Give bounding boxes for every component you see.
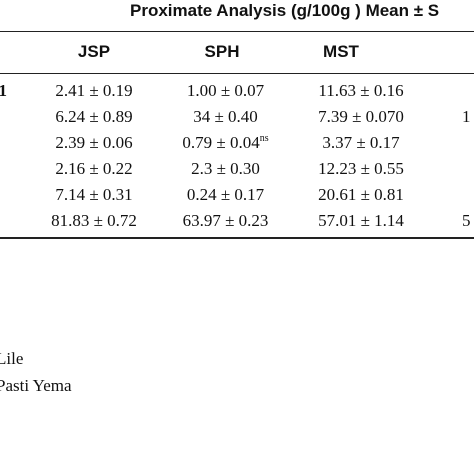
row-label: 31: [0, 81, 7, 100]
cell-mst: 3.37 ± 0.17: [322, 133, 400, 152]
row-label: 0: [0, 182, 12, 208]
header-rule: [0, 73, 474, 74]
cell-sph: 34 ± 0.40: [193, 107, 258, 126]
column-header-sph: SPH: [204, 42, 240, 61]
table-row: 3 2.16 ± 0.22 2.3 ± 0.30 12.23 ± 0.55: [0, 156, 474, 182]
table-row: 31 2.41 ± 0.19 1.00 ± 0.07 11.63 ± 0.16: [0, 78, 474, 104]
table-caption: Proximate Analysis (g/100g ) Mean ± S: [130, 1, 440, 20]
cell-mst: 7.39 ± 0.070: [318, 107, 404, 126]
top-rule: [0, 31, 474, 32]
table-row: ns 2.39 ± 0.06 0.79 ± 0.04ns 3.37 ± 0.17: [0, 130, 474, 156]
bottom-rule: [0, 237, 474, 239]
row-label: ns: [0, 130, 12, 156]
cell-next-column: 1: [462, 107, 471, 126]
row-label: 1: [0, 208, 12, 234]
cell-sph: 2.3 ± 0.30: [191, 159, 260, 178]
cell-sph: 0.79 ± 0.04ns: [182, 133, 269, 152]
cell-mst: 11.63 ± 0.16: [318, 81, 404, 100]
cell-sph: 0.24 ± 0.17: [186, 185, 265, 204]
column-header-mst: MST: [323, 42, 359, 61]
cell-mst: 57.01 ± 1.14: [318, 211, 404, 230]
cell-jsp: 2.16 ± 0.22: [55, 159, 133, 178]
cell-mst: 20.61 ± 0.81: [318, 185, 404, 204]
column-header-jsp: JSP: [77, 42, 111, 61]
cell-jsp: 2.39 ± 0.06: [55, 133, 133, 152]
cell-jsp: 7.14 ± 0.31: [55, 185, 133, 204]
table-row: 0 7.14 ± 0.31 0.24 ± 0.17 20.61 ± 0.81: [0, 182, 474, 208]
cell-mst: 12.23 ± 0.55: [318, 159, 404, 178]
cell-next-column: 5: [462, 211, 471, 230]
cell-jsp: 6.24 ± 0.89: [55, 107, 133, 126]
cell-sph: 1.00 ± 0.07: [186, 81, 265, 100]
footnote: Lile: [0, 349, 24, 368]
cell-sph: 63.97 ± 0.23: [182, 211, 269, 230]
footnote: Pasti Yema: [0, 376, 72, 395]
cell-jsp: 81.83 ± 0.72: [51, 211, 137, 230]
table-row: 6.24 ± 0.89 34 ± 0.40 7.39 ± 0.070 1: [0, 104, 474, 130]
cell-jsp: 2.41 ± 0.19: [55, 81, 133, 100]
table-row: 1 81.83 ± 0.72 63.97 ± 0.23 57.01 ± 1.14…: [0, 208, 474, 234]
row-label: 3: [0, 156, 12, 182]
